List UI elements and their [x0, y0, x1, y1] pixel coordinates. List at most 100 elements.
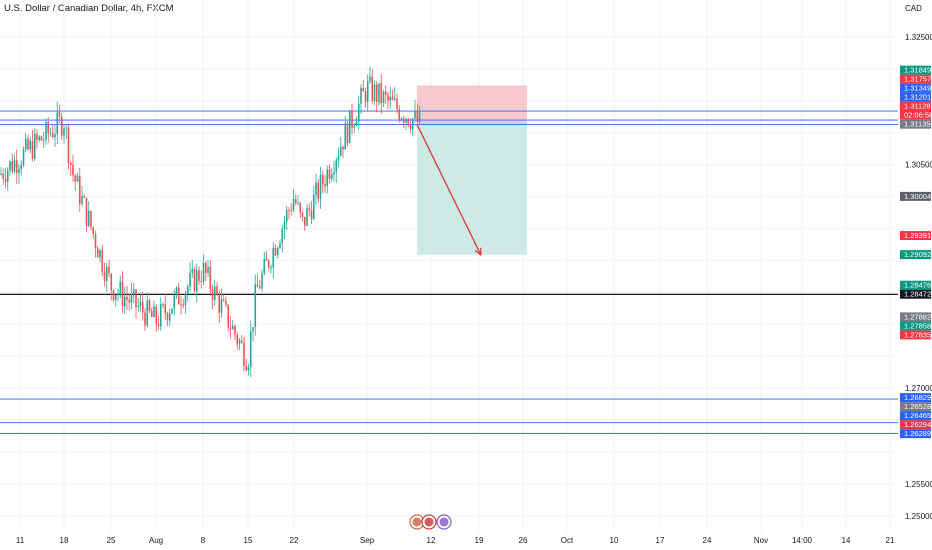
- price-badge-bg: [900, 74, 931, 84]
- candle-body: [330, 174, 333, 180]
- candle-body: [290, 210, 293, 212]
- candle-body: [123, 296, 126, 306]
- candle-body: [317, 182, 320, 199]
- price-badge-countdown: 02:06:58: [904, 111, 932, 120]
- price-badge-label: 1.28472: [904, 290, 931, 299]
- candle-body: [162, 304, 164, 306]
- price-badge-label: 1.29391: [904, 231, 931, 240]
- candle-body: [189, 273, 191, 287]
- candle-body: [245, 365, 248, 371]
- candle-body: [213, 286, 216, 300]
- price-badge-bg: [900, 250, 931, 260]
- flag-icon-inner: [424, 517, 434, 527]
- price-badge: 1.31135: [900, 119, 931, 129]
- candle-body: [69, 162, 72, 165]
- candles: [0, 66, 421, 378]
- time-tick-label: 17: [656, 536, 665, 545]
- candle-body: [382, 91, 385, 104]
- target-arrowhead: [474, 247, 482, 257]
- candle-body: [333, 172, 335, 175]
- candle-body: [58, 112, 61, 117]
- time-tick-label: 8: [201, 536, 206, 545]
- stop-loss-zone: [417, 85, 527, 125]
- candle-body: [38, 136, 41, 140]
- candle-body: [312, 194, 315, 220]
- candle-body: [60, 116, 63, 136]
- candle-body: [54, 134, 56, 138]
- price-badge: 1.31349: [900, 83, 931, 93]
- candle-body: [99, 250, 101, 258]
- candle-body: [92, 227, 95, 235]
- candle-body: [159, 304, 162, 327]
- event-markers: [409, 514, 452, 530]
- price-tick-label: 1.25500: [905, 480, 932, 489]
- chart-title: U.S. Dollar / Canadian Dollar, 4h, FXCM: [4, 3, 174, 14]
- candle-body: [132, 289, 135, 294]
- price-axis: 1.32500 1.30500 1.27000 1.25500 1.25000: [905, 33, 932, 521]
- price-badge-label: 1.31135: [904, 120, 931, 129]
- candle-body: [272, 248, 275, 268]
- candle-body: [175, 287, 178, 295]
- candle-body: [371, 76, 374, 101]
- candle-body: [121, 281, 124, 306]
- candle-body: [247, 367, 250, 371]
- price-tick-label: 1.27000: [905, 384, 932, 393]
- candle-body: [335, 160, 338, 173]
- candle-body: [22, 149, 25, 166]
- candle-body: [231, 325, 234, 330]
- price-tick-label: 1.25000: [905, 512, 932, 521]
- candle-body: [355, 121, 358, 126]
- target-arrow: [416, 124, 482, 257]
- candle-body: [267, 260, 270, 268]
- candle-body: [292, 199, 295, 211]
- candle-body: [33, 133, 36, 159]
- price-badge: 1.26465: [900, 411, 931, 421]
- candle-body: [326, 169, 329, 187]
- candle-body: [135, 289, 137, 308]
- flag-icon-inner: [412, 517, 422, 527]
- candle-body: [407, 118, 410, 126]
- candle-body: [42, 139, 45, 141]
- candle-body: [27, 138, 29, 150]
- candle-body: [112, 290, 115, 300]
- price-badge: 1.31849: [900, 65, 931, 75]
- time-tick-label: 19: [475, 536, 484, 545]
- candle-body: [364, 91, 367, 102]
- price-badges: 1.318491.317571.313491.312011.3112802:06…: [900, 65, 932, 439]
- candle-body: [128, 299, 131, 303]
- price-badge-bg: [900, 191, 931, 201]
- candle-body: [186, 286, 189, 294]
- price-badge: 1.30004: [900, 191, 931, 201]
- price-badge-label: 1.31757: [904, 75, 931, 84]
- candle-body: [164, 304, 167, 314]
- candle-body: [243, 342, 245, 366]
- candle-body: [238, 340, 241, 344]
- candle-body: [227, 304, 230, 328]
- candle-body: [366, 81, 369, 102]
- candle-body: [67, 127, 70, 163]
- candle-body: [15, 160, 18, 174]
- candle-body: [150, 311, 153, 318]
- candle-body: [369, 76, 371, 82]
- candle-body: [337, 155, 340, 161]
- price-badge-bg: [900, 119, 931, 129]
- candle-body: [96, 248, 99, 258]
- price-badge-bg: [900, 330, 931, 340]
- candle-body: [2, 173, 5, 179]
- candle-body: [36, 133, 38, 140]
- candle-body: [24, 138, 27, 150]
- candle-body: [375, 84, 378, 102]
- price-badge: 1.26829: [900, 393, 931, 403]
- candle-body: [225, 300, 227, 305]
- price-badge-bg: [900, 411, 931, 421]
- candle-body: [279, 243, 281, 248]
- candle-body: [249, 331, 252, 368]
- candle-body: [45, 122, 47, 140]
- price-badge-label: 1.30004: [904, 192, 931, 201]
- price-badge-label: 1.28476: [904, 281, 931, 290]
- candle-body: [310, 210, 313, 220]
- candle-body: [319, 174, 322, 199]
- time-tick-label: 24: [703, 536, 712, 545]
- candle-body: [117, 293, 119, 296]
